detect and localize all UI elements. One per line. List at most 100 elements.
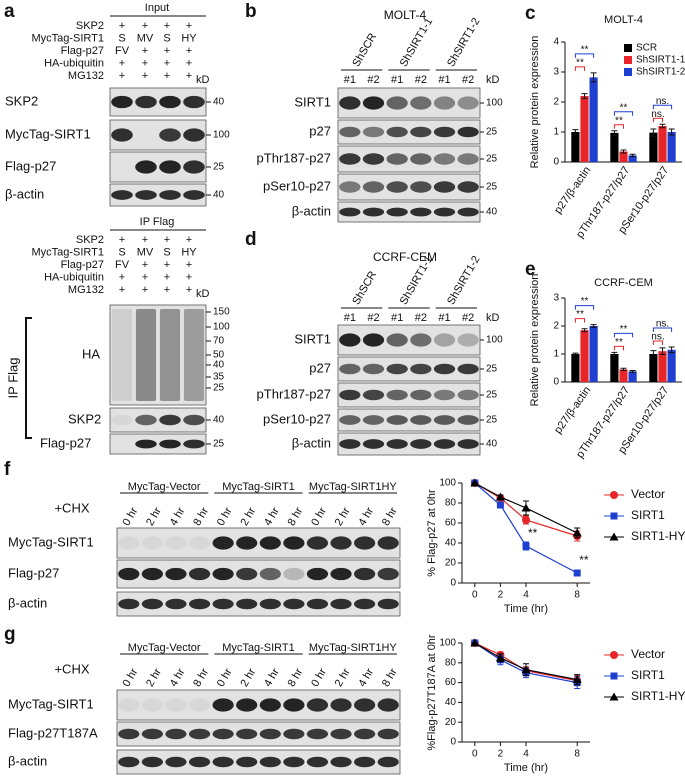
blot-background [337, 173, 481, 201]
lane-label: 0 hr [309, 666, 329, 689]
blot-band [457, 126, 479, 138]
blot-band [433, 439, 456, 449]
condition-label: Flag-p27 [61, 259, 104, 271]
error-bar [629, 153, 636, 158]
lane-label: 4 hr [168, 666, 188, 689]
blot-band [330, 536, 352, 550]
condition-cell: S [163, 32, 170, 44]
error-bar [650, 128, 657, 137]
y-tick-label: 3 [553, 293, 559, 304]
series-line [474, 482, 578, 574]
blot-band [410, 181, 432, 193]
condition-cell: + [142, 45, 148, 57]
marker-label: 25 [213, 162, 225, 173]
y-tick-label: 100 [439, 638, 456, 649]
marker-label: 25 [486, 390, 498, 401]
blot-label: SIRT1 [294, 94, 331, 109]
point-annotation: ** [528, 526, 538, 540]
blot-band [339, 126, 361, 138]
blot-label: SIRT1 [294, 331, 331, 346]
condition-cell: MV [137, 246, 154, 258]
blot-band [386, 415, 408, 425]
blot-band [433, 363, 456, 375]
blot-band [183, 190, 205, 200]
group-label: MycTag-Vector [128, 481, 201, 493]
significance-bracket [652, 340, 663, 345]
significance-label: ** [576, 58, 584, 69]
condition-cell: + [164, 45, 170, 57]
marker-label: 25 [486, 182, 498, 193]
marker [572, 675, 582, 684]
condition-cell: S [163, 246, 170, 258]
group-label: MycTag-SIRT1 [222, 481, 295, 493]
blot-band [362, 96, 385, 110]
blot-band [159, 190, 181, 200]
section-title: Input [145, 2, 169, 14]
condition-cell: MV [137, 32, 154, 44]
blot-label: Flag-p27T187A [8, 725, 98, 740]
blot-band [212, 728, 234, 740]
marker-label: 25 [486, 127, 498, 138]
marker-label: 25 [213, 383, 225, 394]
bar [658, 351, 667, 382]
condition-cell: + [119, 271, 125, 283]
marker-label: 40 [213, 97, 225, 108]
condition-cell: + [142, 271, 148, 283]
blot-band [306, 728, 329, 740]
blot-band [306, 567, 329, 581]
marker [521, 503, 531, 512]
blot-band [339, 96, 361, 110]
blot-label: β-actin [8, 753, 47, 768]
blot-band [159, 414, 181, 426]
blot-band [339, 153, 361, 165]
blot-band [259, 567, 281, 581]
blot-band [433, 415, 456, 425]
blot-band [339, 389, 361, 401]
error-bar [590, 72, 597, 83]
lane-label: #2 [462, 312, 474, 324]
y-tick-label: 4 [553, 37, 559, 48]
blot-band [362, 153, 385, 165]
error-bar [620, 149, 627, 154]
condition-cell: FV [115, 259, 130, 271]
condition-cell: + [119, 57, 125, 69]
blot-label: β-actin [8, 595, 47, 610]
panel-letter: c [525, 3, 536, 24]
condition-cell: HY [181, 32, 197, 44]
lane-label: #2 [367, 74, 379, 86]
error-bar [668, 128, 675, 136]
lane-label: #1 [344, 74, 356, 86]
blot-band [377, 536, 399, 550]
blot-band [283, 728, 305, 740]
condition-cell: + [142, 234, 148, 246]
error-bar [590, 324, 597, 328]
blot-band [188, 756, 211, 768]
legend-label: Vector [631, 487, 665, 501]
blot-band [410, 153, 432, 165]
y-tick-label: 2 [553, 97, 559, 108]
blot-band [159, 439, 181, 449]
legend-marker [609, 532, 619, 541]
blot-band [141, 698, 163, 712]
blot-band [165, 728, 187, 740]
lane-label: #2 [415, 312, 427, 324]
lane-label: 8 hr [380, 666, 400, 689]
bar [658, 126, 667, 162]
blot-band [339, 181, 361, 193]
blot-band [339, 333, 361, 347]
x-tick-label: 0 [472, 590, 478, 601]
condition-cell: + [142, 70, 148, 82]
significance-label: ns. [656, 319, 669, 330]
blot-band [141, 567, 163, 581]
blot-band [457, 96, 479, 110]
blot-band [188, 698, 211, 712]
condition-cell: + [164, 70, 170, 82]
blot-band [433, 126, 456, 138]
blot-band [330, 728, 352, 740]
y-axis-label: % Flag-p27 at 0hr [426, 489, 438, 577]
y-tick-label: 1 [553, 349, 559, 360]
blot-band [386, 153, 408, 165]
blot-background [116, 527, 401, 559]
significance-bracket [574, 305, 595, 310]
blot-smear [135, 309, 157, 401]
